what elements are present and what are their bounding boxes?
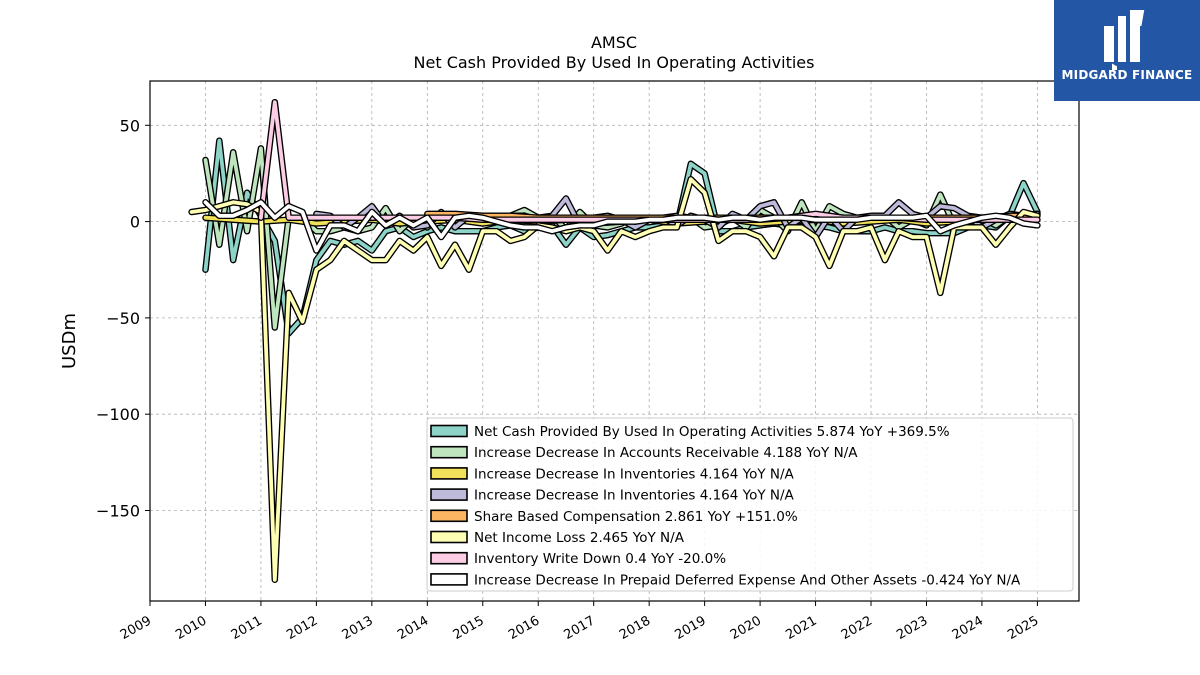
x-tick-label: 2019 xyxy=(672,613,708,643)
legend: Net Cash Provided By Used In Operating A… xyxy=(426,417,1074,592)
series-lines xyxy=(188,98,1041,584)
plot-frame xyxy=(149,80,1080,602)
x-tick-label: 2018 xyxy=(617,613,653,643)
legend-swatch-1 xyxy=(430,445,468,459)
x-tick-label: 2010 xyxy=(173,613,209,643)
legend-box xyxy=(426,417,1074,592)
x-tick-label: 2021 xyxy=(783,613,819,643)
y-tick-label: 0 xyxy=(130,213,140,232)
x-tick-label: 2014 xyxy=(395,613,431,643)
x-tick-label: 2009 xyxy=(118,613,154,643)
x-tick-label: 2011 xyxy=(229,613,265,643)
logo-mark-icon xyxy=(1104,10,1145,70)
x-tick-label: 2016 xyxy=(506,613,542,643)
legend-swatch-5 xyxy=(430,530,468,544)
legend-entry-5: Net Income Loss 2.465 YoY N/A xyxy=(474,530,685,546)
x-tick-label: 2012 xyxy=(284,613,320,643)
legend-entry-0: Net Cash Provided By Used In Operating A… xyxy=(474,424,950,440)
legend-entry-2: Increase Decrease In Inventories 4.164 Y… xyxy=(474,466,795,482)
x-tick-label: 2022 xyxy=(839,613,875,643)
x-tick-label: 2015 xyxy=(451,613,487,643)
legend-swatch-0 xyxy=(430,424,468,438)
x-tick-label: 2023 xyxy=(894,613,930,643)
brand-logo: MIDGARD FINANCE xyxy=(1054,0,1200,101)
y-tick-label: −100 xyxy=(96,405,140,424)
legend-swatch-6 xyxy=(430,551,468,565)
x-tick-label: 2017 xyxy=(562,613,598,643)
series-line-7 xyxy=(203,200,1040,253)
legend-entry-4: Share Based Compensation 2.861 YoY +151.… xyxy=(474,509,798,525)
x-tick-label: 2024 xyxy=(950,613,986,643)
series-line-5 xyxy=(189,177,1040,582)
y-tick-label: −150 xyxy=(96,501,140,520)
legend-swatch-4 xyxy=(430,509,468,523)
x-tick-label: 2013 xyxy=(340,613,376,643)
x-tick-label: 2025 xyxy=(1005,613,1041,643)
y-tick-label: 50 xyxy=(120,116,140,135)
y-axis-label: USDm xyxy=(59,313,80,369)
legend-swatch-7 xyxy=(430,573,468,586)
legend-entry-1: Increase Decrease In Accounts Receivable… xyxy=(474,445,858,461)
x-axis: 2009 2010 2011 2012 2013 2014 2015 2016 2017 2018… xyxy=(118,601,1041,643)
legend-entry-6: Inventory Write Down 0.4 YoY -20.0% xyxy=(474,551,726,567)
y-tick-label: −50 xyxy=(106,309,140,328)
legend-entry-7: Increase Decrease In Prepaid Deferred Ex… xyxy=(474,572,1021,588)
y-axis: 50 0 −50 −100 −150 xyxy=(96,116,150,520)
logo-text: MIDGARD FINANCE xyxy=(1061,68,1193,82)
legend-entry-3: Increase Decrease In Inventories 4.164 Y… xyxy=(474,488,795,504)
chart-title: AMSC xyxy=(591,33,637,52)
legend-swatch-2 xyxy=(430,467,468,480)
legend-swatch-3 xyxy=(430,488,468,501)
x-tick-label: 2020 xyxy=(728,613,764,643)
chart-subtitle: Net Cash Provided By Used In Operating A… xyxy=(414,53,815,72)
